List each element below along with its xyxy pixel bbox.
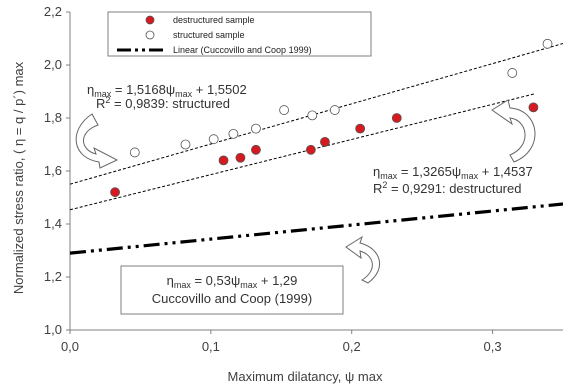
cuccovillo-box — [120, 265, 344, 315]
structured-point — [129, 147, 140, 158]
x-axis-title: Maximum dilatancy, ψ max — [228, 369, 383, 384]
structured-point — [279, 105, 290, 115]
x-tick-label: 0,0 — [61, 339, 79, 354]
structured-point — [542, 38, 553, 49]
structured-point — [307, 110, 318, 121]
arrow-cuccovillo — [345, 235, 380, 284]
legend-label-destructured: destructured sample — [173, 15, 255, 25]
cuccovillo-reference: Cuccovillo and Coop (1999) — [152, 291, 312, 306]
data-points — [110, 38, 553, 198]
trend-lines — [69, 43, 563, 255]
destructured-point — [218, 155, 229, 166]
destructured-r2: R2 = 0,9291: destructured — [373, 180, 521, 196]
structured-point — [180, 139, 191, 150]
x-tick-labels: 0,0 0,1 0,2 0,3 — [61, 330, 502, 354]
y-tick-label: 1,0 — [44, 322, 62, 337]
destructured-point — [305, 144, 316, 155]
destructured-point — [251, 144, 261, 155]
annotation-cuccovillo: ηmax = 0,53ψmax + 1,29 Cuccovillo and Co… — [120, 265, 344, 315]
legend-marker-structured — [145, 30, 155, 40]
y-axis-title: Normalized stress ratio, ( η = q / p´) m… — [11, 61, 26, 294]
y-tick-label: 1,8 — [44, 110, 62, 125]
cuccovillo-line — [69, 202, 563, 255]
x-tick-label: 0,1 — [202, 339, 220, 354]
annotation-structured: ηmax = 1,5168ψmax + 1,5502 R2 = 0,9839: … — [87, 82, 247, 111]
structured-equation: ηmax = 1,5168ψmax + 1,5502 — [87, 82, 247, 99]
y-tick-label: 1,6 — [44, 163, 62, 178]
y-tick-label: 2,2 — [44, 4, 62, 19]
annotation-destructured: ηmax = 1,3265ψmax + 1,4537 R2 = 0,9291: … — [373, 164, 533, 196]
structured-point — [228, 128, 239, 139]
destructured-point — [391, 113, 402, 123]
arrow-structured — [75, 113, 119, 169]
y-tick-labels: 1,0 1,2 1,4 1,6 1,8 2,0 2,2 — [44, 4, 70, 337]
callout-arrows — [75, 99, 536, 284]
x-tick-label: 0,3 — [484, 339, 502, 354]
destructured-equation: ηmax = 1,3265ψmax + 1,4537 — [373, 164, 533, 181]
destructured-point — [110, 187, 120, 198]
y-tick-label: 1,4 — [44, 216, 62, 231]
x-tick-label: 0,2 — [343, 339, 361, 354]
legend-label-structured: structured sample — [173, 30, 245, 40]
structured-point — [208, 134, 219, 145]
legend-marker-destructured — [145, 15, 155, 25]
structured-point — [251, 123, 261, 134]
destructured-point — [235, 152, 246, 163]
cuccovillo-equation: ηmax = 0,53ψmax + 1,29 — [167, 273, 298, 290]
destructured-point — [355, 123, 366, 134]
destructured-point — [528, 102, 539, 113]
arrow-destructured — [491, 99, 536, 163]
destructured-point — [320, 136, 330, 147]
structured-r2: R2 = 0,9839: structured — [96, 95, 230, 111]
y-tick-label: 1,2 — [44, 269, 62, 284]
legend: destructured sample structured sample Li… — [107, 11, 372, 57]
legend-label-cuccovillo: Linear (Cuccovillo and Coop 1999) — [173, 45, 312, 55]
y-tick-label: 2,0 — [44, 57, 62, 72]
structured-point — [329, 105, 340, 115]
structured-point — [507, 68, 518, 78]
